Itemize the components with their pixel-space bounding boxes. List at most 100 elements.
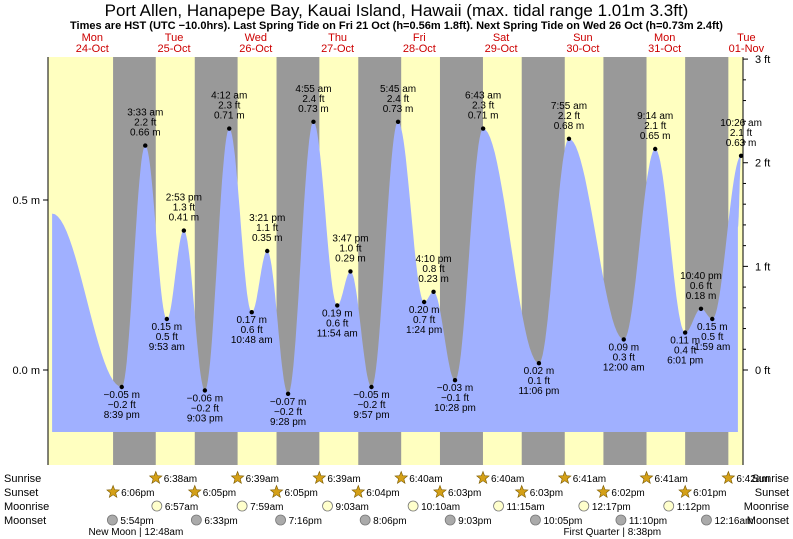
- tide-chart: 0.0 m0.5 m0 ft1 ft2 ft3 ft −0.05 m−0.2 f…: [0, 0, 793, 539]
- extreme-point: [120, 385, 124, 389]
- moonset-icon: [191, 515, 201, 525]
- extreme-label: 0.73 m: [383, 104, 414, 115]
- sunrise-time: 6:40am: [409, 474, 442, 485]
- left-tick-label: 0.0 m: [12, 365, 40, 377]
- moonset-icon: [107, 515, 117, 525]
- sunset-time: 6:04pm: [366, 488, 399, 499]
- sunrise-row-label: Sunrise: [4, 473, 41, 485]
- sunset-icon: [516, 486, 528, 498]
- moonrise-row-label-right: Moonrise: [744, 501, 789, 513]
- sunset-row-label: Sunset: [4, 487, 38, 499]
- sunrise-icon: [150, 472, 162, 484]
- day-date: 24-Oct: [76, 43, 109, 55]
- right-tick-label: 1 ft: [755, 261, 770, 273]
- extreme-label: 0.35 m: [252, 233, 283, 244]
- moonset-time: 9:03pm: [458, 516, 491, 527]
- extreme-point: [481, 126, 485, 130]
- right-tick-label: 2 ft: [755, 158, 770, 170]
- extreme-point: [348, 269, 352, 273]
- extreme-label: 0.71 m: [468, 111, 499, 122]
- moonset-time: 7:16pm: [289, 516, 322, 527]
- extreme-label: 9:28 pm: [270, 417, 306, 428]
- moonrise-icon: [664, 501, 674, 511]
- day-date: 30-Oct: [566, 43, 599, 55]
- extreme-point: [369, 385, 373, 389]
- moonset-time: 10:05pm: [543, 516, 582, 527]
- sunrise-time: 6:41am: [573, 474, 606, 485]
- extreme-point: [653, 147, 657, 151]
- extreme-point: [537, 361, 541, 365]
- sunrise-icon: [722, 472, 734, 484]
- extreme-label: 9:57 pm: [353, 410, 389, 421]
- extreme-label: 11:54 am: [317, 328, 358, 339]
- sunset-time: 6:03pm: [530, 488, 563, 499]
- sunset-time: 6:06pm: [121, 488, 154, 499]
- moonset-time: 12:16am: [714, 516, 753, 527]
- moonrise-icon: [237, 501, 247, 511]
- right-tick-label: 0 ft: [755, 365, 770, 377]
- sunset-icon: [434, 486, 446, 498]
- sunrise-icon: [313, 472, 325, 484]
- sunset-time: 6:05pm: [203, 488, 236, 499]
- moonset-icon: [530, 515, 540, 525]
- moonset-icon: [276, 515, 286, 525]
- moon-phase-label: New Moon | 12:48am: [88, 527, 183, 538]
- extreme-label: 1:59 am: [694, 342, 730, 353]
- extreme-label: 6:01 pm: [667, 356, 703, 367]
- extreme-point: [567, 137, 571, 141]
- moonrise-time: 6:57am: [165, 502, 198, 513]
- day-date: 29-Oct: [485, 43, 518, 55]
- extreme-label: 0.66 m: [130, 128, 161, 139]
- extreme-label: 12:00 am: [603, 362, 645, 373]
- extreme-label: 9:53 am: [149, 342, 185, 353]
- moonrise-time: 7:59am: [250, 502, 283, 513]
- sunrise-icon: [231, 472, 243, 484]
- sunset-icon: [352, 486, 364, 498]
- moonset-icon: [445, 515, 455, 525]
- day-date: 25-Oct: [158, 43, 191, 55]
- extreme-point: [710, 317, 714, 321]
- moonrise-time: 1:12pm: [677, 502, 710, 513]
- right-tick-label: 3 ft: [755, 54, 770, 66]
- extreme-point: [335, 303, 339, 307]
- sunset-time: 6:02pm: [611, 488, 644, 499]
- extreme-label: 0.68 m: [554, 121, 585, 132]
- day-date: 27-Oct: [321, 43, 354, 55]
- extreme-label: 0.41 m: [169, 213, 200, 224]
- day-headers: Mon24-OctTue25-OctWed26-OctThu27-OctFri2…: [76, 32, 765, 55]
- moonset-time: 11:10pm: [629, 516, 667, 527]
- moon-phase-label: First Quarter | 8:38pm: [563, 527, 661, 538]
- moonset-time: 5:54pm: [120, 516, 153, 527]
- extreme-point: [143, 143, 147, 147]
- sunrise-icon: [395, 472, 407, 484]
- moonset-time: 6:33pm: [204, 516, 237, 527]
- extreme-point: [422, 300, 426, 304]
- moonrise-time: 10:10am: [421, 502, 460, 513]
- sun-moon-almanac: Sunrise Sunrise6:38am 6:39am 6:39am 6:40am 6:…: [4, 472, 789, 539]
- sunset-icon: [189, 486, 201, 498]
- extreme-point: [739, 154, 743, 158]
- extreme-point: [165, 317, 169, 321]
- extreme-label: 10:48 am: [231, 335, 273, 346]
- moonset-icon: [360, 515, 370, 525]
- left-tick-label: 0.5 m: [12, 195, 40, 207]
- extreme-point: [396, 120, 400, 124]
- sunset-icon: [597, 486, 609, 498]
- moonset-icon: [701, 515, 711, 525]
- extreme-label: 8:39 pm: [104, 410, 140, 421]
- extreme-point: [453, 378, 457, 382]
- moonrise-time: 11:15am: [507, 502, 545, 513]
- sunrise-icon: [640, 472, 652, 484]
- sunrise-time: 6:41am: [655, 474, 688, 485]
- extreme-point: [203, 388, 207, 392]
- sunrise-time: 6:40am: [491, 474, 524, 485]
- sunrise-time: 6:39am: [327, 474, 360, 485]
- extreme-point: [286, 392, 290, 396]
- extreme-point: [431, 290, 435, 294]
- moonrise-icon: [494, 501, 504, 511]
- moonrise-time: 9:03am: [336, 502, 369, 513]
- moonrise-icon: [408, 501, 418, 511]
- moonrise-icon: [579, 501, 589, 511]
- extreme-label: 0.73 m: [298, 104, 329, 115]
- sunrise-icon: [477, 472, 489, 484]
